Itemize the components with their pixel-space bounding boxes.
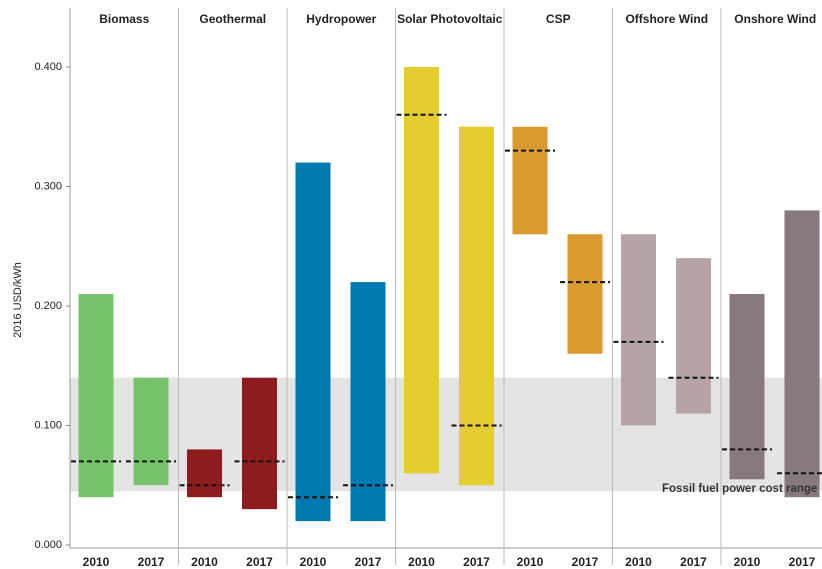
- range-bar: [621, 234, 656, 426]
- y-tick-label: 0.000: [34, 539, 62, 551]
- year-label: 2017: [572, 555, 599, 569]
- range-bar: [78, 294, 114, 498]
- range-bar: [404, 67, 439, 474]
- group-label: CSP: [546, 12, 571, 26]
- y-tick-label: 0.200: [34, 300, 62, 312]
- year-label: 2017: [138, 555, 165, 569]
- range-bar: [133, 377, 169, 486]
- year-label: 2010: [517, 555, 544, 569]
- group-label: Solar Photovoltaic: [397, 12, 503, 26]
- range-bar: [512, 126, 548, 235]
- year-label: 2010: [300, 555, 327, 569]
- range-bar: [295, 162, 331, 522]
- group-label: Geothermal: [199, 12, 266, 26]
- y-tick-label: 0.100: [34, 419, 62, 431]
- range-bar: [676, 258, 711, 414]
- range-bar: [242, 377, 277, 510]
- range-bar: [729, 294, 765, 480]
- year-label: 2017: [463, 555, 490, 569]
- band-label: Fossil fuel power cost range: [662, 483, 817, 495]
- year-label: 2010: [83, 555, 110, 569]
- group-label: Offshore Wind: [625, 12, 708, 26]
- year-label: 2017: [680, 555, 707, 569]
- year-label: 2017: [246, 555, 273, 569]
- y-axis-label: 2016 USD/kWh: [12, 262, 24, 338]
- year-label: 2010: [625, 555, 652, 569]
- y-tick-label: 0.300: [34, 180, 62, 192]
- group-label: Onshore Wind: [734, 12, 816, 26]
- year-label: 2010: [734, 555, 761, 569]
- year-label: 2010: [191, 555, 218, 569]
- y-tick-label: 0.400: [34, 61, 62, 73]
- range-bar: [187, 449, 222, 498]
- group-label: Biomass: [99, 12, 149, 26]
- range-bar: [459, 126, 494, 486]
- range-bar: [784, 210, 820, 498]
- year-label: 2017: [789, 555, 816, 569]
- year-label: 2017: [355, 555, 382, 569]
- group-label: Hydropower: [306, 12, 376, 26]
- range-bar: [350, 282, 386, 522]
- year-label: 2010: [408, 555, 435, 569]
- range-bar: [567, 234, 603, 354]
